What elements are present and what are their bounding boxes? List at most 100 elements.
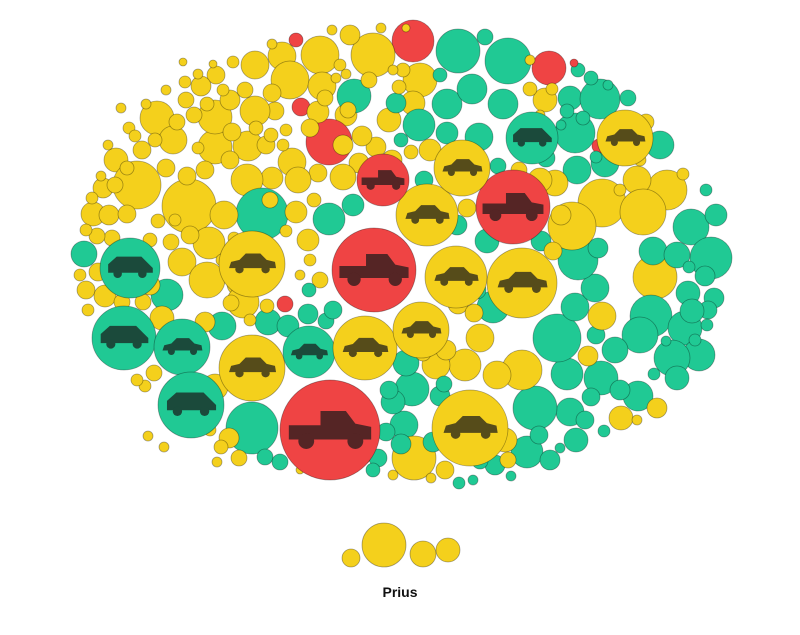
model-bubble: [545, 82, 559, 96]
sedan-bubble: [596, 109, 654, 167]
sedan-bubble: [433, 139, 491, 197]
truck-bubble: [331, 227, 417, 313]
model-bubble: [694, 265, 716, 287]
sedan-bubble: [153, 318, 211, 376]
model-bubble: [543, 241, 563, 261]
truck-bubble: [475, 169, 551, 245]
model-bubble: [76, 280, 96, 300]
model-bubble: [158, 125, 188, 155]
model-bubble: [150, 213, 166, 229]
prius-bubble-group: [341, 522, 461, 568]
model-bubble: [663, 241, 691, 269]
model-bubble: [330, 72, 342, 84]
model-bubble: [270, 60, 310, 100]
model-bubble: [435, 28, 481, 74]
sedan-bubble: [282, 325, 336, 379]
suv-bubble: [99, 237, 161, 299]
model-bubble: [243, 313, 257, 327]
sedan-bubble: [431, 389, 509, 467]
model-bubble: [98, 204, 120, 226]
prius-bubble: [435, 537, 461, 563]
model-bubble: [365, 462, 381, 478]
model-bubble: [167, 247, 197, 277]
model-bubble: [168, 113, 186, 131]
prius-label: Prius: [382, 584, 418, 600]
model-bubble: [431, 88, 463, 120]
model-bubble: [341, 193, 365, 217]
model-bubble: [631, 414, 643, 426]
model-bubble: [403, 144, 419, 160]
model-bubble: [312, 202, 346, 236]
model-bubble: [688, 333, 702, 347]
sedan-bubble: [424, 245, 488, 309]
model-bubble: [160, 84, 172, 96]
model-bubble: [589, 150, 603, 164]
model-bubble: [550, 357, 584, 391]
model-bubble: [487, 88, 519, 120]
model-bubble: [191, 141, 205, 155]
model-bubble: [613, 183, 627, 197]
model-bubble: [161, 178, 217, 234]
model-bubble: [225, 401, 279, 455]
suv-bubble: [157, 371, 225, 439]
model-bubble: [119, 160, 135, 176]
model-bubble: [575, 410, 595, 430]
model-bubble: [158, 441, 170, 453]
model-bubble: [132, 140, 152, 160]
sedan-bubble: [218, 230, 286, 298]
truck-bubble: [356, 153, 410, 207]
model-bubble: [70, 240, 98, 268]
sedan-bubble: [486, 247, 558, 319]
model-bubble: [499, 451, 517, 469]
model-bubble: [177, 166, 197, 186]
model-bubble: [432, 67, 448, 83]
model-bubble: [81, 303, 95, 317]
model-bubble: [457, 198, 477, 218]
model-bubble: [276, 138, 290, 152]
model-bubble: [390, 433, 412, 455]
model-bubble: [484, 37, 532, 85]
sedan-bubble: [395, 183, 459, 247]
suv-bubble: [505, 111, 559, 165]
model-bubble: [580, 273, 610, 303]
model-bubble: [284, 166, 312, 194]
model-bubble: [306, 192, 322, 208]
model-bubble: [575, 110, 591, 126]
model-bubble: [676, 167, 690, 181]
model-bubble: [326, 24, 338, 36]
sedan-bubble: [392, 301, 450, 359]
model-bubble: [391, 19, 435, 63]
model-bubble: [583, 70, 599, 86]
model-bubble: [279, 123, 293, 137]
model-bubble: [128, 129, 142, 143]
model-bubble: [456, 73, 488, 105]
model-bubble: [300, 118, 320, 138]
model-bubble: [260, 166, 284, 190]
model-bubble: [587, 237, 609, 259]
model-bubble: [621, 316, 659, 354]
model-bubble: [539, 449, 561, 471]
model-bubble: [209, 200, 239, 230]
model-bubble: [664, 365, 690, 391]
model-bubble: [142, 430, 154, 442]
model-bubble: [156, 158, 176, 178]
model-bubble: [288, 32, 304, 48]
model-bubble: [208, 59, 218, 69]
vehicle-bubble-layer: [91, 109, 654, 481]
model-bubble: [168, 213, 182, 227]
model-bubble: [550, 204, 572, 226]
model-bubble: [482, 360, 512, 390]
model-bubble: [185, 106, 203, 124]
model-bubble: [178, 75, 192, 89]
model-bubble: [301, 282, 317, 298]
model-bubble: [467, 474, 479, 486]
model-bubble: [393, 132, 409, 148]
model-bubble: [435, 460, 455, 480]
model-bubble: [300, 35, 340, 75]
model-bubble: [145, 364, 163, 382]
model-bubble: [379, 380, 399, 400]
model-bubble: [587, 301, 617, 331]
model-bubble: [638, 236, 668, 266]
model-bubble: [85, 191, 99, 205]
